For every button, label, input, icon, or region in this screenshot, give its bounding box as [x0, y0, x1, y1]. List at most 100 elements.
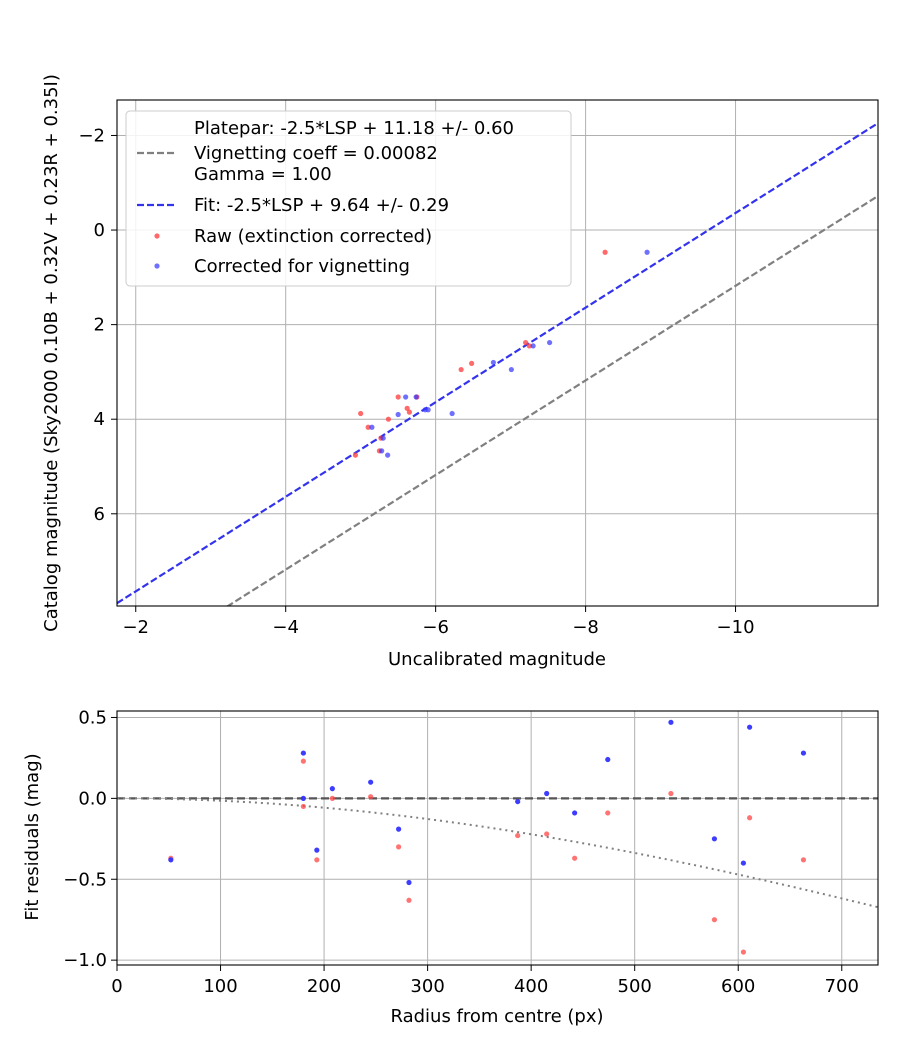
legend-gamma-label: Gamma = 1.00 [194, 164, 332, 185]
corrected-residual-point [368, 779, 374, 785]
top-x-tick-label: −8 [572, 617, 599, 638]
raw-point [352, 452, 359, 458]
bottom-y-tick-label: 0.5 [78, 707, 107, 728]
bottom-plot-area [117, 711, 878, 965]
bottom-y-tick-label: −1.0 [63, 950, 107, 971]
raw-point [469, 360, 475, 367]
legend-raw-marker [154, 233, 160, 239]
corrected-residual-point [740, 860, 747, 866]
top-y-axis-label: Catalog magnitude (Sky2000 0.10B + 0.32V… [41, 74, 62, 632]
raw-point [365, 424, 371, 430]
top-y-tick-label: 2 [94, 315, 105, 336]
raw-residual-point [300, 758, 306, 764]
corrected-point [403, 394, 409, 400]
raw-point [406, 409, 413, 415]
bottom-x-tick-label: 500 [618, 976, 652, 997]
legend: Platepar: -2.5*LSP + 11.18 +/- 0.60 Vign… [125, 110, 572, 287]
legend-box [125, 110, 572, 287]
bottom-grid [116, 711, 878, 965]
corrected-residual-point [572, 810, 578, 816]
legend-platepar-label: Platepar: -2.5*LSP + 11.18 +/- 0.60 [194, 118, 514, 139]
top-y-tick-label: 4 [94, 409, 105, 430]
raw-point [458, 366, 464, 373]
corrected-point [530, 343, 536, 349]
top-scatter-points [352, 249, 650, 458]
top-x-tick-label: −10 [717, 617, 755, 638]
bottom-y-axis-label: Fit residuals (mag) [22, 753, 43, 920]
top-ticks: −2 −4 −6 −8 −10 −2 0 2 4 6 [78, 125, 754, 638]
bottom-x-axis-label: Radius from centre (px) [390, 1006, 603, 1027]
corrected-point [547, 339, 553, 346]
raw-point [404, 405, 410, 411]
raw-residual-point [314, 857, 320, 863]
corrected-residual-point [668, 719, 674, 725]
bottom-y-tick-label: −0.5 [63, 869, 107, 890]
legend-corrected-label: Corrected for vignetting [194, 256, 410, 277]
top-y-tick-label: 6 [94, 504, 105, 525]
bottom-scatter-points [168, 719, 807, 955]
raw-point [602, 249, 608, 255]
corrected-point [385, 452, 391, 458]
raw-residual-point [515, 832, 521, 839]
corrected-residual-point [300, 795, 306, 801]
legend-fit-label: Fit: -2.5*LSP + 9.64 +/- 0.29 [194, 195, 449, 216]
top-y-tick-label: 0 [94, 220, 105, 241]
corrected-point [425, 407, 431, 413]
legend-raw-label: Raw (extinction corrected) [194, 226, 432, 247]
corrected-point [379, 448, 385, 454]
top-x-axis-label: Uncalibrated magnitude [388, 649, 606, 670]
top-x-tick-label: −6 [422, 617, 449, 638]
corrected-residual-point [300, 750, 306, 756]
bottom-x-tick-label: 0 [111, 976, 122, 997]
top-x-tick-label: −2 [122, 617, 149, 638]
corrected-point [369, 424, 375, 430]
raw-point [523, 339, 529, 346]
corrected-point [449, 410, 455, 417]
raw-residual-point [572, 855, 578, 861]
raw-residual-point [544, 831, 550, 837]
bottom-x-tick-label: 200 [307, 976, 341, 997]
residuals-chart: 0 100 200 300 400 500 600 700 0.5 0.0 −0.5 −1.0 Rad… [22, 707, 879, 1027]
bottom-x-tick-label: 300 [410, 976, 444, 997]
corrected-point [490, 359, 496, 366]
corrected-point [508, 366, 514, 373]
bottom-x-tick-label: 100 [203, 976, 237, 997]
corrected-residual-point [544, 790, 550, 797]
corrected-residual-point [747, 724, 753, 730]
bottom-x-tick-label: 700 [825, 976, 859, 997]
corrected-point [380, 435, 386, 441]
raw-point [358, 410, 364, 417]
bottom-ticks: 0 100 200 300 400 500 600 700 0.5 0.0 −0.5 −1.0 [63, 707, 859, 997]
raw-residual-point [329, 795, 335, 801]
corrected-residual-point [800, 750, 807, 756]
raw-point [395, 394, 401, 400]
corrected-residual-point [406, 879, 412, 886]
raw-residual-point [396, 844, 402, 850]
bottom-plot-frame [116, 710, 879, 966]
bottom-y-tick-label: 0.0 [78, 788, 107, 809]
legend-corrected-marker [154, 263, 160, 269]
raw-residual-point [711, 917, 718, 923]
corrected-residual-point [605, 756, 611, 763]
corrected-residual-point [711, 836, 718, 842]
bottom-x-tick-label: 400 [514, 976, 548, 997]
corrected-residual-point [515, 798, 521, 805]
raw-residual-point [368, 794, 374, 800]
raw-point [385, 416, 392, 422]
corrected-point [413, 394, 419, 400]
raw-residual-point [605, 810, 611, 816]
corrected-residual-point [396, 826, 402, 832]
calibration-chart: −2 −4 −6 −8 −10 −2 0 2 4 6 Uncalibrated magnitude… [41, 74, 879, 670]
raw-residual-point [800, 857, 807, 863]
corrected-residual-point [168, 857, 174, 863]
vignetting-curve [117, 797, 878, 909]
top-y-tick-label: −2 [78, 125, 105, 146]
top-x-tick-label: −4 [272, 617, 299, 638]
raw-residual-point [300, 803, 306, 810]
raw-residual-point [668, 790, 674, 797]
raw-residual-point [747, 815, 753, 821]
corrected-residual-point [314, 847, 320, 853]
legend-vignetting-label: Vignetting coeff = 0.00082 [194, 143, 438, 164]
corrected-point [395, 411, 401, 418]
